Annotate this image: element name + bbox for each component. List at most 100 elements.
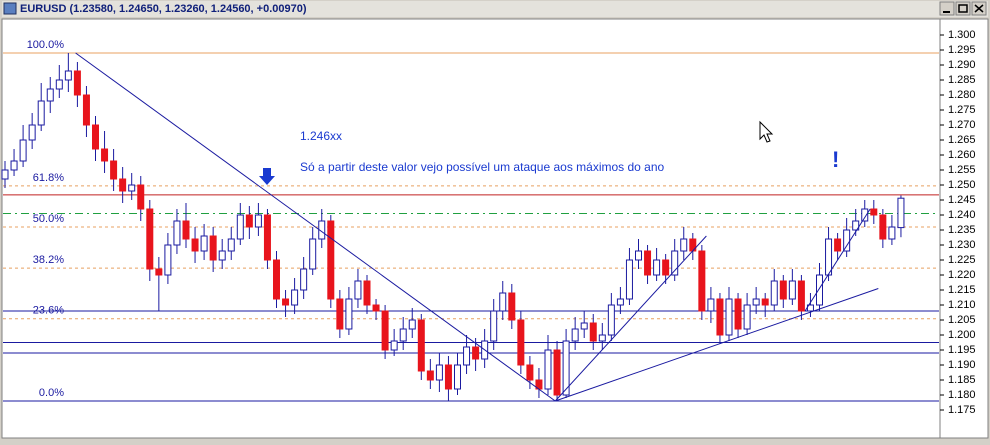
candle-body xyxy=(671,250,679,276)
candle-body xyxy=(861,208,869,222)
candle-body xyxy=(110,160,118,180)
candle-body xyxy=(119,178,127,192)
y-tick-label: 1.195 xyxy=(948,344,976,356)
candle-body xyxy=(82,94,90,126)
candle-body xyxy=(544,349,552,390)
candle-body xyxy=(291,289,299,306)
candle-body xyxy=(363,280,371,306)
window-buttons[interactable] xyxy=(939,1,987,16)
candle-body xyxy=(508,292,516,321)
maximize-button[interactable] xyxy=(955,1,971,16)
candle-body xyxy=(300,268,308,291)
y-tick-label: 1.295 xyxy=(948,44,976,56)
y-tick-label: 1.225 xyxy=(948,254,976,266)
y-tick-label: 1.175 xyxy=(948,404,976,416)
candle-body xyxy=(372,304,380,312)
y-tick-label: 1.185 xyxy=(948,374,976,386)
candle-body xyxy=(770,280,778,306)
trendline xyxy=(75,52,556,402)
candle-body xyxy=(571,328,579,342)
candle-body xyxy=(698,250,706,312)
candle-body xyxy=(1,169,9,180)
fib-label: 100.0% xyxy=(27,39,65,51)
candle-body xyxy=(444,364,452,390)
y-tick-label: 1.235 xyxy=(948,224,976,236)
annotation: ! xyxy=(832,147,839,172)
candle-body xyxy=(490,310,498,342)
y-tick-label: 1.200 xyxy=(948,329,976,341)
candle-body xyxy=(381,310,389,351)
candle-body xyxy=(897,197,905,229)
minimize-button[interactable] xyxy=(939,1,955,16)
candle-body xyxy=(517,319,525,366)
candle-body xyxy=(273,259,280,300)
candle-body xyxy=(825,238,833,276)
candle-body xyxy=(716,298,724,336)
candle-body xyxy=(92,124,99,150)
candle-body xyxy=(46,88,54,102)
candle-body xyxy=(454,364,461,390)
candle-body xyxy=(644,250,652,276)
candle-body xyxy=(236,214,244,240)
candle-body xyxy=(390,340,398,351)
candle-body xyxy=(779,280,787,300)
down-arrow xyxy=(259,168,275,185)
y-tick-label: 1.270 xyxy=(948,119,976,131)
candle-body xyxy=(64,70,72,81)
candle-body xyxy=(435,364,443,381)
candle-body xyxy=(888,226,896,240)
y-tick-label: 1.210 xyxy=(948,299,976,311)
candle-body xyxy=(309,238,317,270)
candle-body xyxy=(680,238,688,252)
candle-body xyxy=(463,346,471,366)
candle-body xyxy=(37,100,45,126)
candle-body xyxy=(128,184,136,192)
candle-body xyxy=(191,238,199,252)
annotation: 1.246xx xyxy=(300,129,342,143)
candle-body xyxy=(707,298,715,312)
candle-body xyxy=(752,298,760,306)
candle-body xyxy=(354,280,362,300)
window-title: EURUSD (1.23580, 1.24650, 1.23260, 1.245… xyxy=(20,3,307,15)
candle-body xyxy=(426,370,434,381)
y-tick-label: 1.240 xyxy=(948,209,976,221)
candle-body xyxy=(28,124,36,141)
candle-body xyxy=(345,298,353,330)
y-tick-label: 1.180 xyxy=(948,389,976,401)
y-tick-label: 1.205 xyxy=(948,314,976,326)
candle-body xyxy=(616,298,624,306)
candle-body xyxy=(598,334,606,342)
y-tick-label: 1.245 xyxy=(948,194,976,206)
candle-body xyxy=(137,184,145,210)
candle-body xyxy=(635,250,642,261)
fib-label: 50.0% xyxy=(33,213,64,225)
candle-body xyxy=(254,214,262,228)
maximize-glyph xyxy=(958,4,968,13)
trendline xyxy=(555,288,879,402)
candle-body xyxy=(553,349,561,396)
candle-body xyxy=(625,259,633,300)
candle-body xyxy=(19,139,27,162)
y-tick-label: 1.280 xyxy=(948,89,976,101)
candle-body xyxy=(526,364,534,381)
candle-body xyxy=(607,304,615,336)
candle-body xyxy=(73,70,81,96)
candle-body xyxy=(209,235,217,261)
window-icon xyxy=(3,2,17,15)
y-tick-label: 1.300 xyxy=(948,29,976,41)
y-tick-label: 1.260 xyxy=(948,149,976,161)
fib-label: 0.0% xyxy=(39,387,64,399)
candle-body xyxy=(55,79,63,90)
fib-label: 61.8% xyxy=(33,172,64,184)
candle-body xyxy=(761,298,769,306)
candle-body xyxy=(155,268,163,276)
candle-body xyxy=(336,298,344,330)
title-bar xyxy=(2,1,988,17)
y-tick-label: 1.255 xyxy=(948,164,976,176)
candle-body xyxy=(499,292,507,312)
candle-body xyxy=(843,229,851,252)
candle-body xyxy=(870,208,878,216)
candle-body xyxy=(263,214,271,261)
